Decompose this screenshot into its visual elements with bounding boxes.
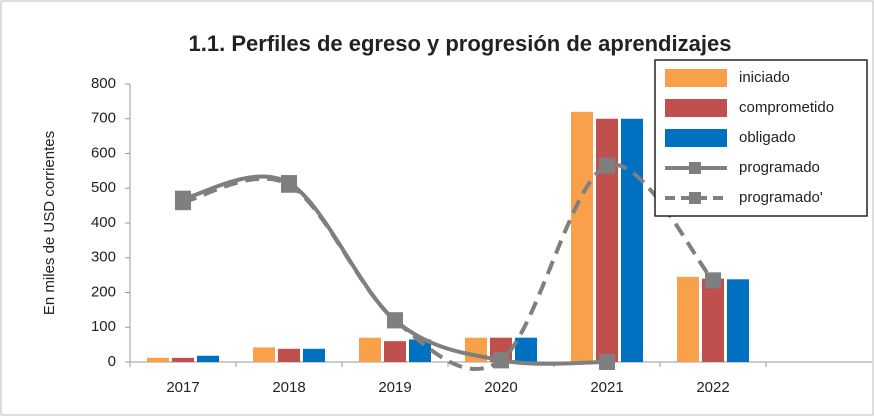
marker <box>281 176 297 193</box>
bar <box>278 348 300 362</box>
bar <box>197 355 219 362</box>
bar <box>515 337 537 362</box>
y-tick-label: 600 <box>91 144 116 161</box>
bar <box>702 278 724 362</box>
bar <box>596 118 618 362</box>
legend-swatch <box>665 69 727 87</box>
x-tick-label: 2021 <box>590 379 623 396</box>
legend-marker <box>689 192 701 204</box>
bar <box>384 341 406 362</box>
legend-label: programado' <box>739 189 823 206</box>
x-tick-label: 2020 <box>484 379 517 396</box>
marker <box>387 312 403 329</box>
y-tick-label: 500 <box>91 179 116 196</box>
bar <box>359 337 381 362</box>
bar <box>677 276 699 362</box>
y-tick-label: 200 <box>91 283 116 300</box>
chart-title: 1.1. Perfiles de egreso y progresión de … <box>189 31 732 56</box>
marker <box>175 194 191 211</box>
marker <box>493 352 509 369</box>
bar <box>303 348 325 362</box>
y-tick-label: 300 <box>91 249 116 266</box>
y-axis-label: En miles de USD corrientes <box>41 131 58 315</box>
legend-label: programado <box>739 159 820 176</box>
legend-marker <box>689 162 701 174</box>
bar <box>147 357 169 362</box>
marker <box>599 354 615 370</box>
x-tick-label: 2022 <box>696 379 729 396</box>
marker <box>705 272 721 289</box>
bar <box>571 111 593 362</box>
marker <box>599 157 615 174</box>
x-tick-label: 2018 <box>272 379 305 396</box>
bar <box>253 347 275 362</box>
x-tick-label: 2019 <box>378 379 411 396</box>
y-tick-label: 800 <box>91 75 116 92</box>
y-tick-label: 100 <box>91 318 116 335</box>
bar <box>621 118 643 362</box>
y-tick-label: 400 <box>91 214 116 231</box>
legend-swatch <box>665 129 727 147</box>
legend-label: iniciado <box>739 69 790 86</box>
x-tick-label: 2017 <box>166 379 199 396</box>
legend-label: obligado <box>739 129 796 146</box>
y-tick-label: 0 <box>108 353 116 370</box>
legend-swatch <box>665 99 727 117</box>
bar <box>409 339 431 362</box>
legend-label: comprometido <box>739 99 834 116</box>
bar <box>727 279 749 362</box>
y-tick-label: 700 <box>91 110 116 127</box>
bar <box>172 357 194 362</box>
